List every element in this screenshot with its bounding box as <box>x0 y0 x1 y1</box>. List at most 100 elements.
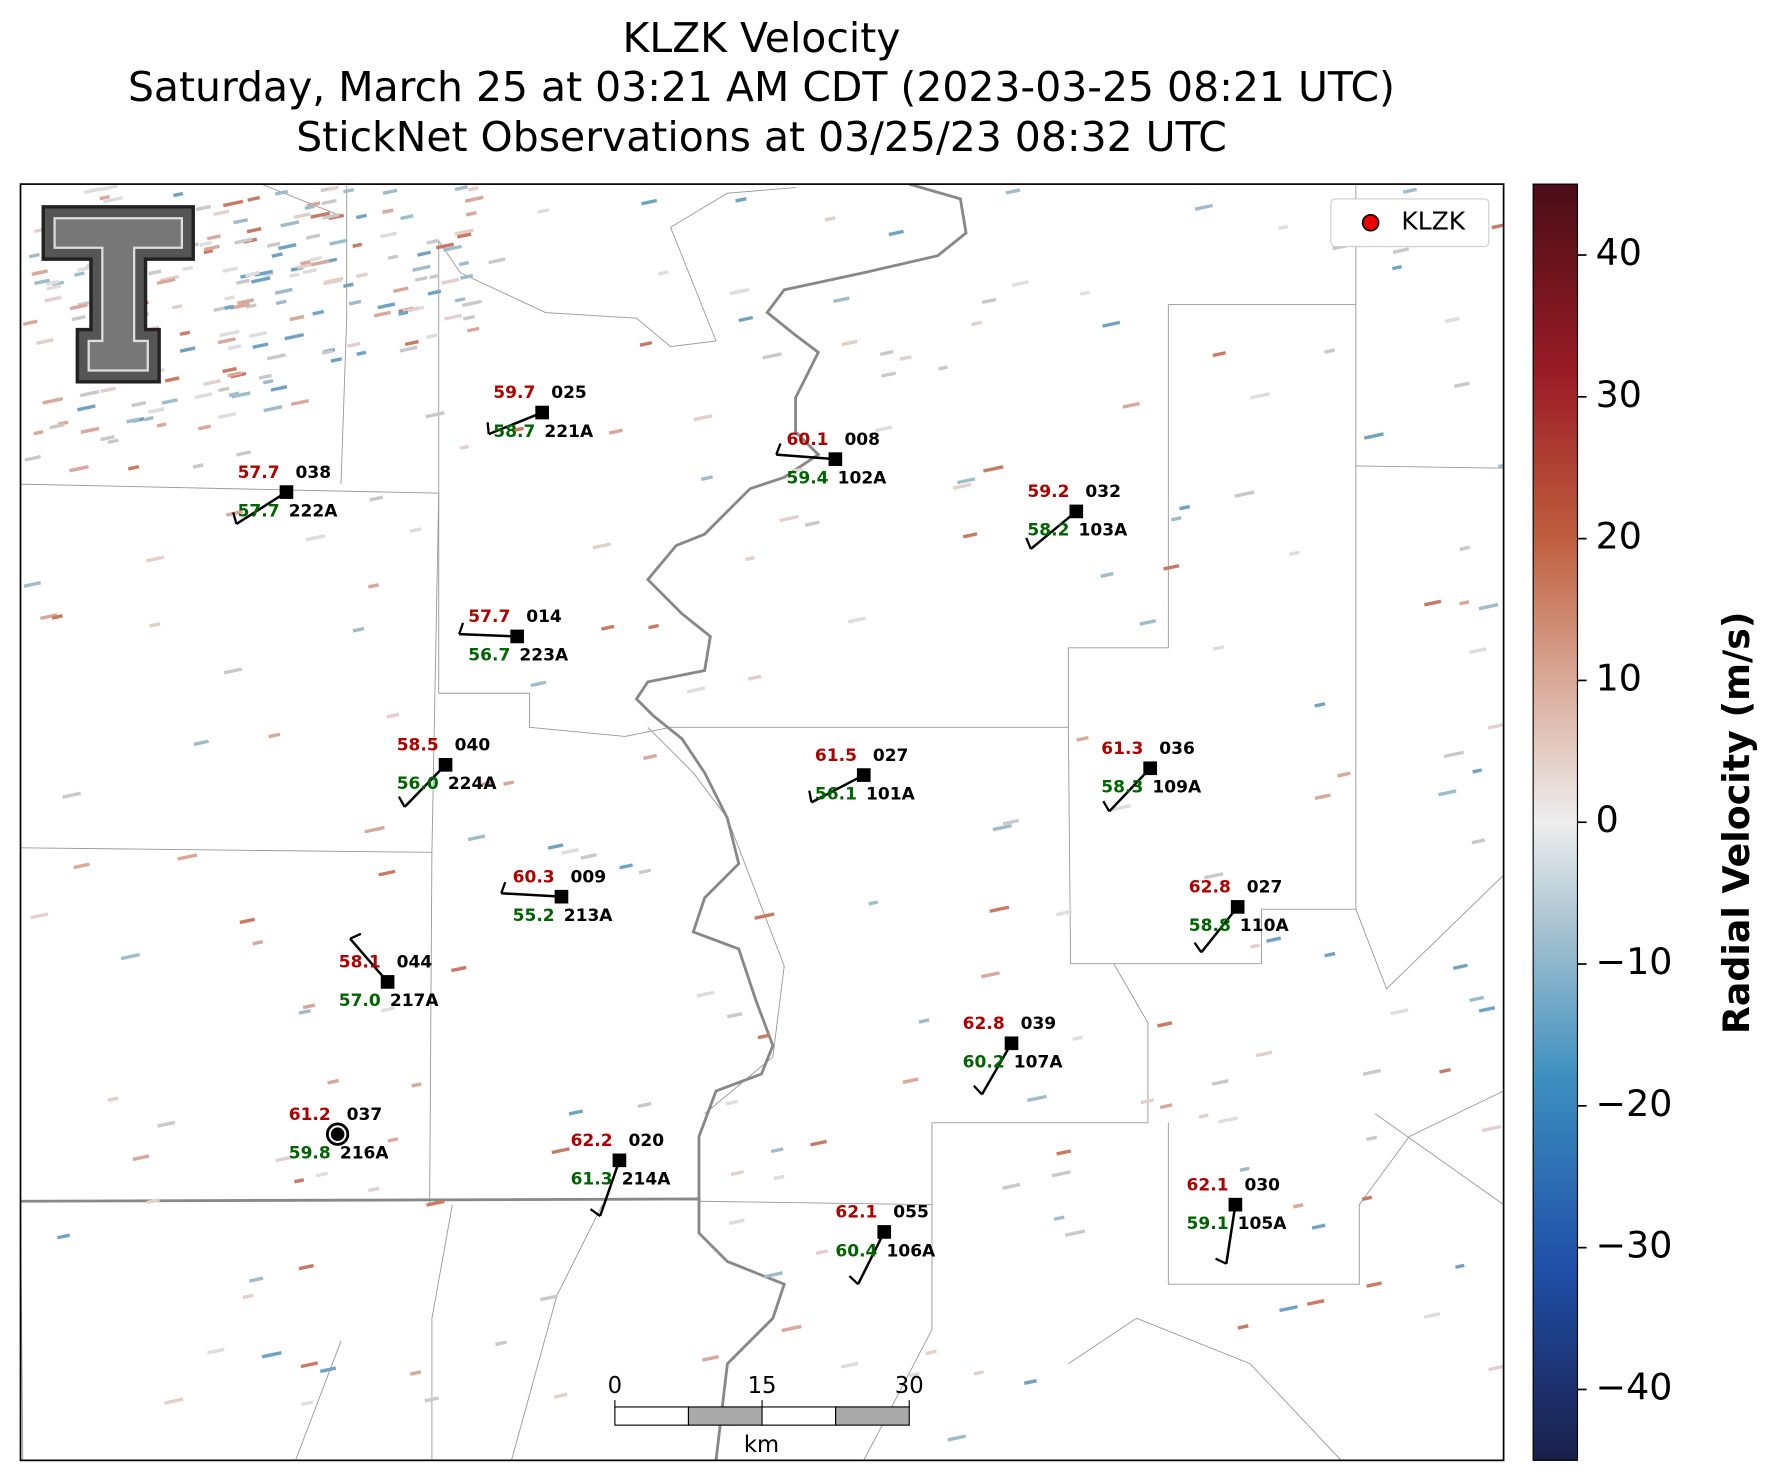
radar-gate <box>580 853 597 860</box>
colorbar-tick-label: −40 <box>1596 1365 1673 1408</box>
radar-gate <box>754 912 775 920</box>
scale-tick-label: 15 <box>748 1373 777 1399</box>
radar-gate <box>503 780 515 786</box>
radar-gate <box>879 349 894 357</box>
radar-gate <box>380 1006 395 1013</box>
station-id: 027 <box>873 746 909 766</box>
radar-gate <box>1056 1149 1072 1156</box>
radar-gate <box>144 416 154 422</box>
radar-gate <box>367 583 379 589</box>
radar-gate <box>355 272 368 279</box>
radar-gate <box>203 244 220 252</box>
radar-gate <box>1159 1103 1173 1110</box>
radar-gate <box>107 438 119 445</box>
radar-gate <box>39 613 58 621</box>
radar-gate <box>321 198 337 206</box>
radar-gate <box>530 680 547 688</box>
radar-gate <box>71 315 86 322</box>
radar-gate <box>888 229 904 237</box>
radar-gate <box>69 303 88 311</box>
radar-gate <box>1478 1005 1496 1013</box>
radar-gate <box>36 338 54 345</box>
radar-gate <box>1027 1094 1047 1103</box>
radar-gate <box>278 243 297 251</box>
radar-gate <box>1239 1166 1250 1172</box>
radar-gate <box>348 299 362 306</box>
radar-gate <box>619 863 633 870</box>
wind-barb-flag <box>775 443 782 455</box>
radar-gate <box>1497 462 1504 469</box>
radar-gate <box>456 232 472 239</box>
radar-gate <box>639 340 653 347</box>
radar-gate <box>1292 1203 1304 1209</box>
radar-gate <box>254 269 274 277</box>
radar-gate <box>258 373 272 380</box>
radar-gate <box>99 194 110 201</box>
radar-gate <box>302 1003 316 1010</box>
station-id: 027 <box>1247 878 1283 898</box>
radar-gate <box>368 1186 380 1193</box>
station-name: 222A <box>289 501 339 521</box>
station-id: 009 <box>571 867 607 887</box>
temperature: 60.1 <box>787 430 829 450</box>
radar-gate <box>728 1218 745 1226</box>
radar-gate <box>195 204 211 212</box>
radar-gate <box>1212 351 1227 358</box>
calm-wind <box>325 1122 350 1146</box>
radar-gate <box>458 260 469 267</box>
radar-gate <box>568 1109 584 1116</box>
temperature: 61.5 <box>815 746 857 766</box>
dewpoint: 57.0 <box>339 991 381 1011</box>
radar-gate <box>100 434 115 442</box>
station-id: 039 <box>1021 1014 1057 1034</box>
radar-gate <box>833 296 850 304</box>
radar-gate <box>236 278 250 285</box>
radar-gate <box>1005 188 1021 195</box>
radar-gate <box>1455 1263 1465 1269</box>
radar-gate <box>770 1147 784 1154</box>
radar-gate <box>444 313 463 321</box>
radar-gate <box>727 1012 743 1019</box>
radar-gate <box>173 191 184 198</box>
wind-barb-flag <box>500 881 507 894</box>
radar-gate <box>355 213 368 220</box>
radar-gate <box>126 417 140 424</box>
radar-gate <box>1072 1035 1083 1041</box>
radar-gate <box>171 304 183 310</box>
radar-gate <box>270 385 288 392</box>
radar-gate <box>757 1033 770 1040</box>
station-name: 102A <box>838 468 888 488</box>
radar-gate <box>902 1077 919 1085</box>
radar-gate <box>271 252 283 258</box>
station-id: 030 <box>1244 1175 1280 1195</box>
wind-barb-flag <box>1215 1257 1227 1265</box>
radar-gate <box>1250 943 1261 949</box>
legend-label: KLZK <box>1401 207 1465 236</box>
subtitle: StickNet Observations at 03/25/23 08:32 … <box>296 113 1227 161</box>
radar-gate <box>962 532 978 539</box>
radar-gate <box>51 614 63 620</box>
radar-gate <box>762 352 782 360</box>
radar-gate <box>245 303 257 309</box>
radar-gate <box>747 674 762 681</box>
radar-gate <box>874 425 893 433</box>
station-name: 101A <box>866 784 916 804</box>
radar-gate <box>1311 1223 1326 1230</box>
radar-gate <box>992 823 1012 832</box>
station-marker <box>1069 504 1084 519</box>
radar-gate <box>326 185 339 192</box>
wind-barb-flag <box>848 1275 859 1286</box>
station-name: 109A <box>1152 778 1202 798</box>
scale-tick-label: 30 <box>895 1373 924 1399</box>
colorbar-tick-label: −10 <box>1596 940 1673 983</box>
station-marker <box>554 889 569 904</box>
radar-gate <box>1170 516 1182 522</box>
dewpoint: 60.4 <box>835 1241 877 1261</box>
radar-gate <box>343 187 355 194</box>
radar-gate <box>409 1370 422 1376</box>
radar-gate <box>1076 735 1089 742</box>
radar-gate <box>1459 600 1470 606</box>
title: KLZK Velocity <box>623 14 901 62</box>
radar-gate <box>1390 1008 1409 1016</box>
radar-gate <box>373 310 392 318</box>
